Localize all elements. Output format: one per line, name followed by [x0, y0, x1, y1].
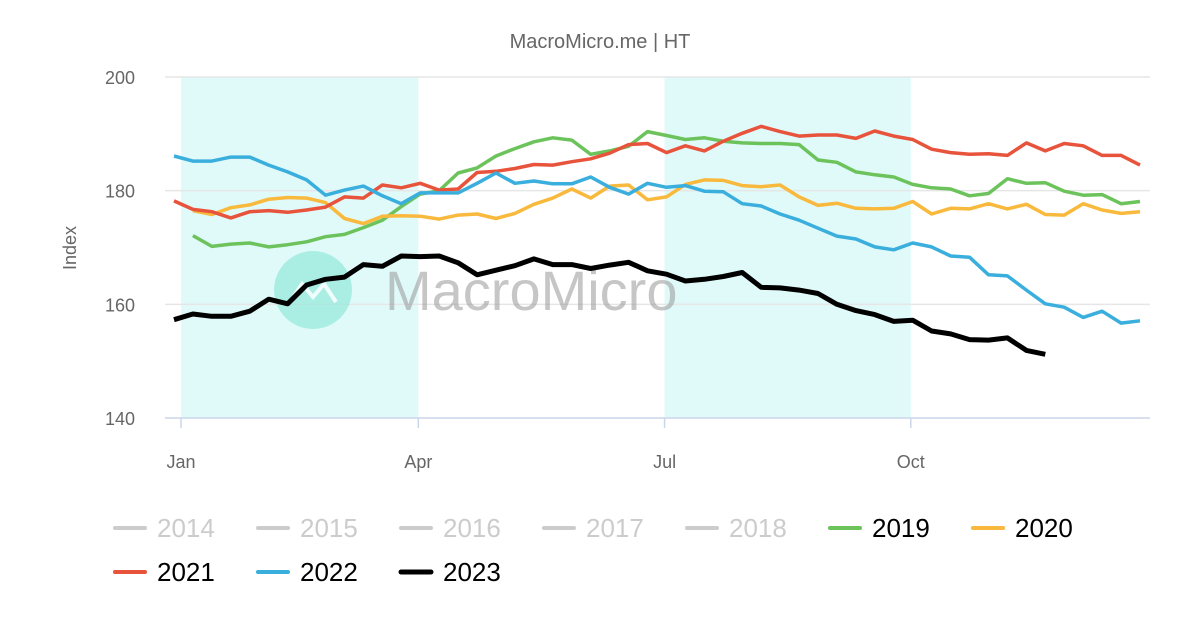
- legend-label: 2018: [729, 513, 787, 543]
- series-line-2022: [173, 154, 1141, 325]
- legend-label: 2015: [300, 513, 358, 543]
- legend-label: 2019: [872, 513, 930, 543]
- legend-label: 2017: [586, 513, 644, 543]
- series-line-2023: [173, 253, 1046, 357]
- legend-label: 2022: [300, 557, 358, 587]
- watermark-logo-icon: [274, 251, 352, 329]
- x-tick-label: Jul: [653, 452, 676, 472]
- x-tick-label: Oct: [897, 452, 925, 472]
- watermark-text: MacroMicro: [385, 259, 677, 322]
- legend-item-2014[interactable]: 2014: [113, 513, 215, 543]
- quarter-shade: [181, 77, 419, 418]
- legend-item-2016[interactable]: 2016: [399, 513, 501, 543]
- legend-label: 2021: [157, 557, 215, 587]
- y-axis-label: Index: [60, 226, 80, 270]
- legend-label: 2023: [443, 557, 501, 587]
- legend-item-2021[interactable]: 2021: [113, 557, 215, 587]
- y-tick-label: 160: [105, 295, 135, 315]
- legend-item-2023[interactable]: 2023: [398, 557, 501, 587]
- legend-item-2018[interactable]: 2018: [685, 513, 787, 543]
- y-tick-label: 140: [105, 409, 135, 429]
- legend-item-2015[interactable]: 2015: [256, 513, 358, 543]
- series-line-2021: [173, 124, 1141, 220]
- legend-label: 2020: [1015, 513, 1073, 543]
- legend-label: 2014: [157, 513, 215, 543]
- chart-title: MacroMicro.me | HT: [510, 31, 691, 53]
- series-line-2020: [192, 178, 1141, 226]
- legend-item-2017[interactable]: 2017: [542, 513, 644, 543]
- x-tick-label: Apr: [404, 452, 432, 472]
- y-tick-label: 200: [105, 68, 135, 88]
- x-tick-label: Jan: [166, 452, 195, 472]
- y-tick-label: 180: [105, 182, 135, 202]
- series-line-2019: [192, 129, 1141, 249]
- legend-item-2019[interactable]: 2019: [828, 513, 930, 543]
- macromicro-watermark: MacroMicro: [274, 251, 677, 329]
- legend-item-2020[interactable]: 2020: [971, 513, 1073, 543]
- legend-item-2022[interactable]: 2022: [256, 557, 358, 587]
- legend-label: 2016: [443, 513, 501, 543]
